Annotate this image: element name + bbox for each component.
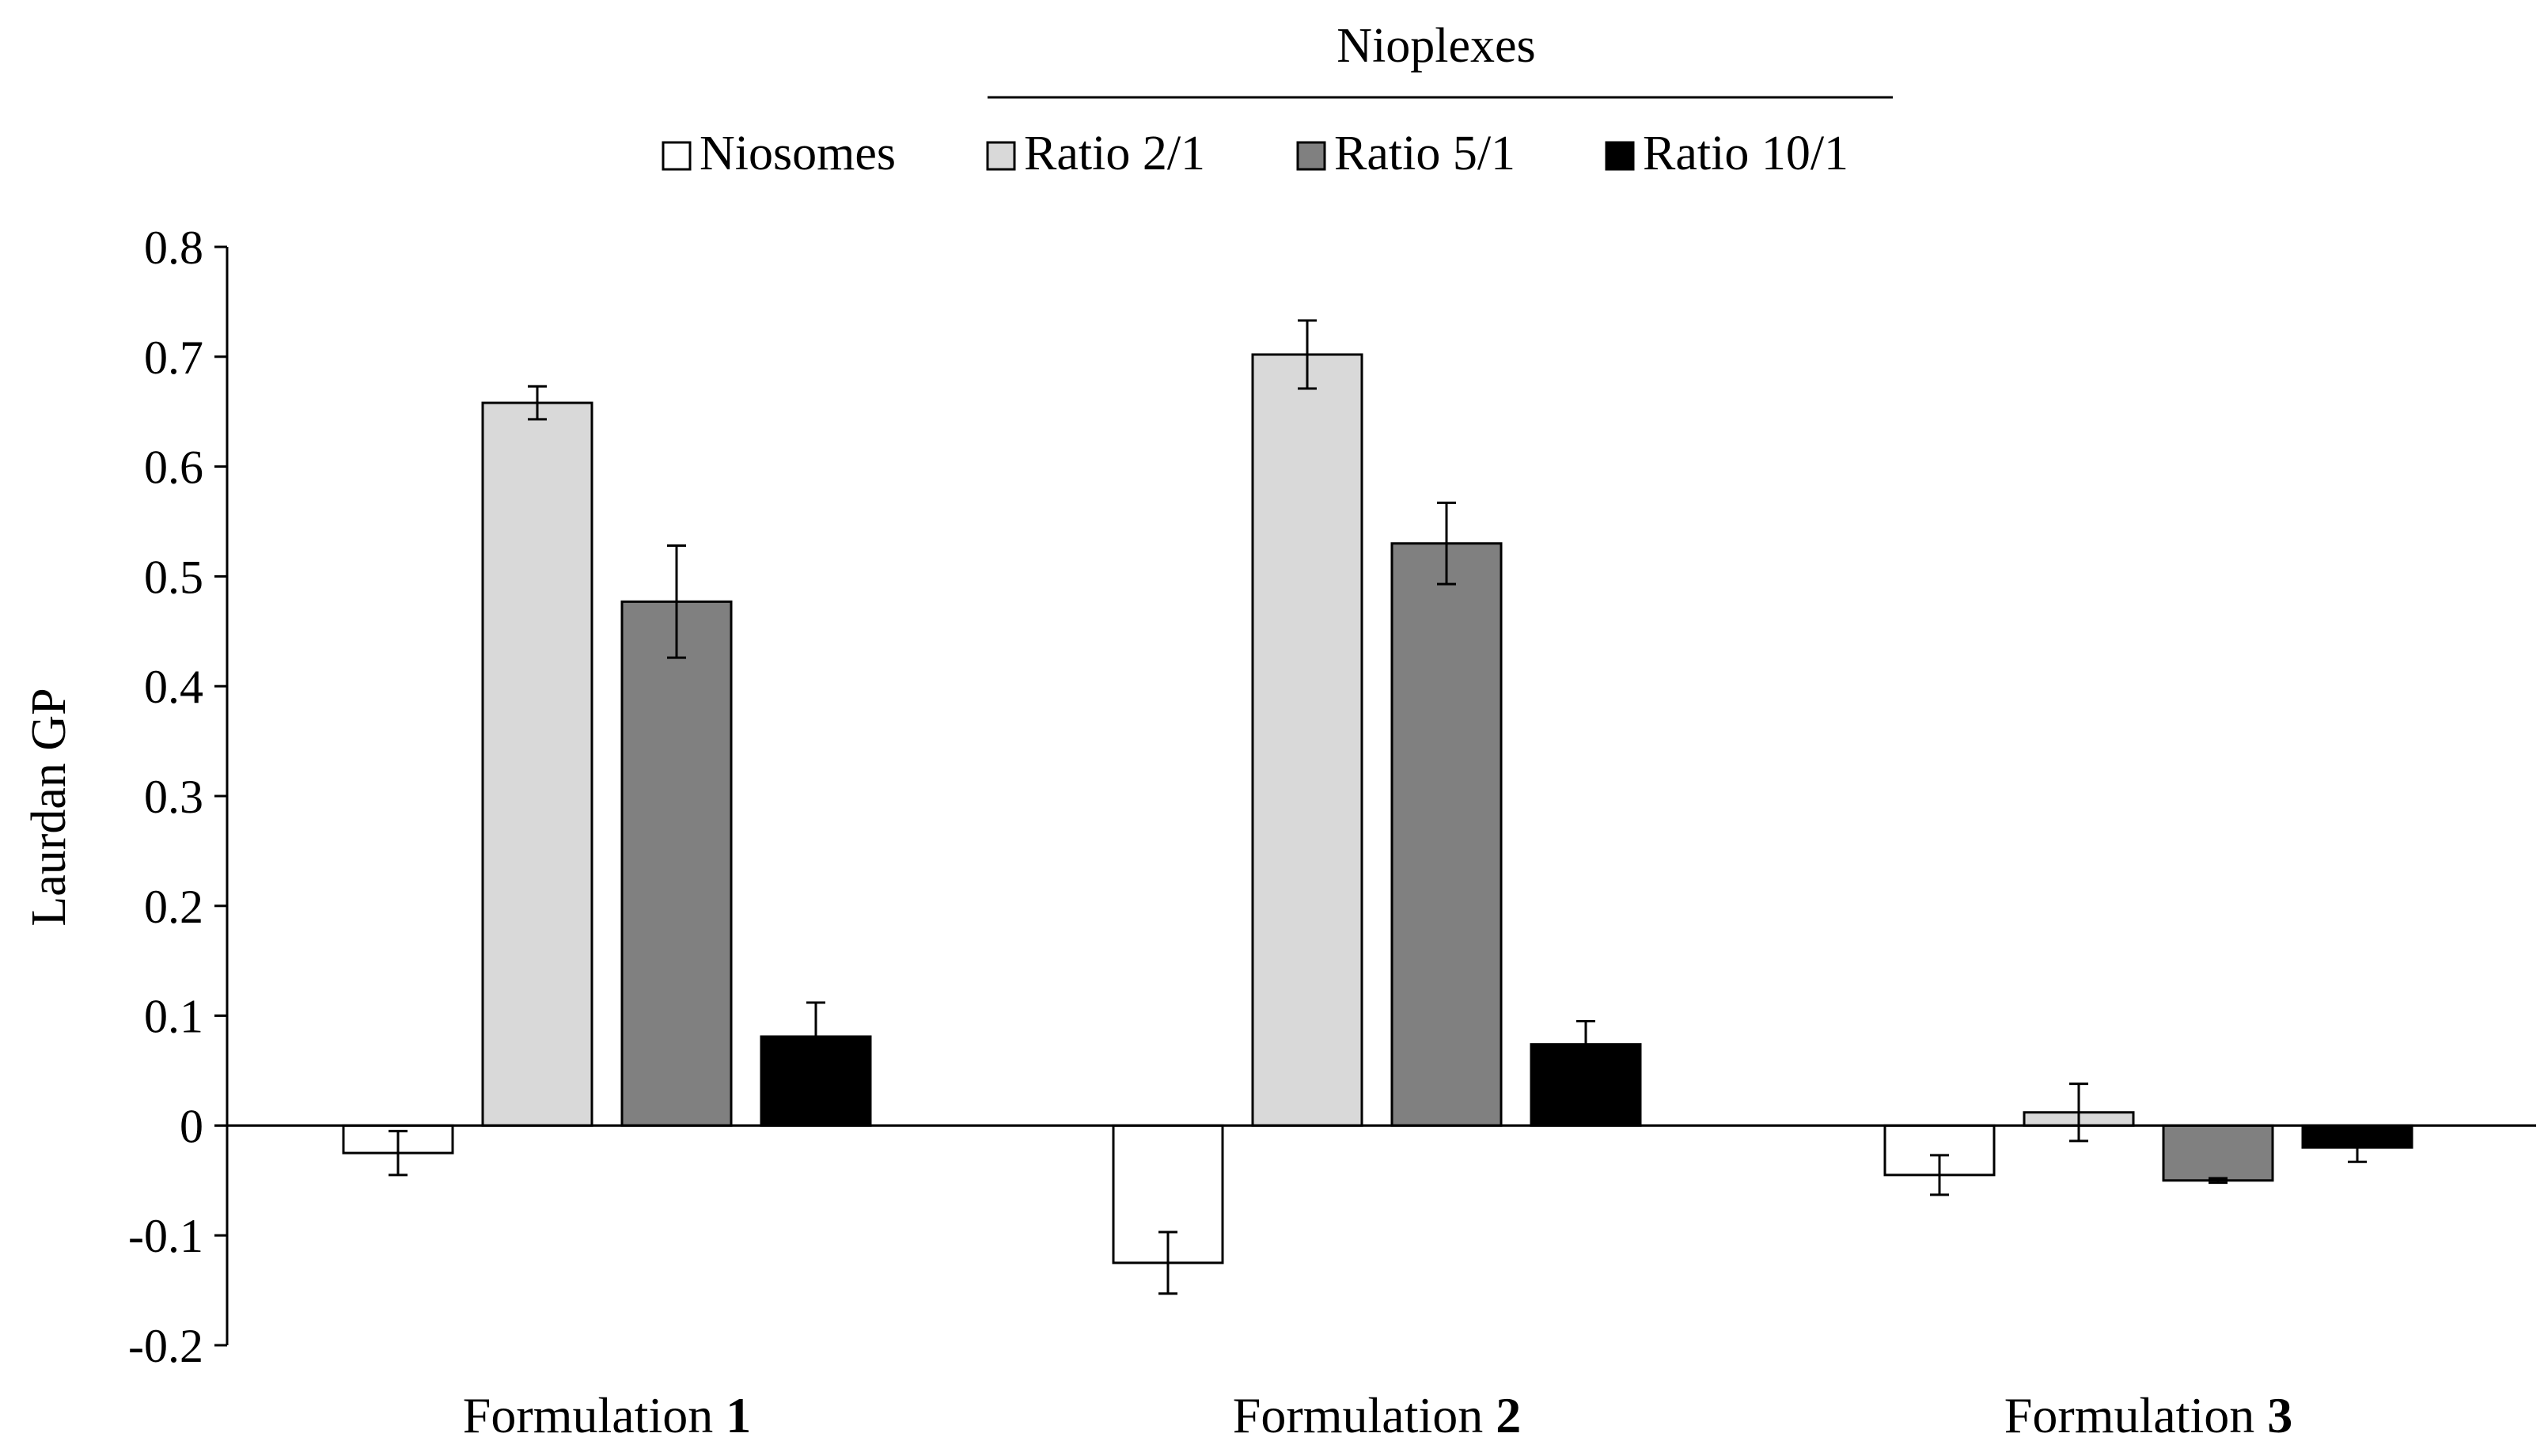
legend-swatch bbox=[1296, 141, 1326, 171]
bar-2-3 bbox=[1390, 542, 1503, 1127]
y-tick-label: 0.5 bbox=[144, 551, 203, 603]
y-tick-label: 0.6 bbox=[144, 442, 203, 494]
error-bar bbox=[1298, 319, 1317, 390]
legend-group-title: Nioplexes bbox=[1337, 19, 1535, 73]
category-label: Formulation 1 bbox=[463, 1387, 751, 1443]
legend-swatch bbox=[662, 141, 692, 171]
bar-3-3 bbox=[2162, 1124, 2274, 1182]
bar-1-2 bbox=[481, 401, 593, 1127]
error-bar bbox=[2348, 1132, 2367, 1163]
y-tick-label: 0.2 bbox=[144, 881, 203, 933]
y-tick-label: 0.4 bbox=[144, 661, 203, 713]
legend-label: Ratio 10/1 bbox=[1643, 127, 1848, 180]
error-bar bbox=[2069, 1083, 2088, 1143]
error-bar bbox=[2209, 1177, 2228, 1185]
legend: Nioplexes Niosomes Ratio 2/1 Ratio 5/1 Rati… bbox=[662, 19, 1893, 180]
error-bar bbox=[1437, 501, 1456, 586]
error-bar bbox=[667, 544, 686, 659]
legend-item: Ratio 10/1 bbox=[1605, 127, 1848, 180]
error-bar bbox=[1576, 1020, 1595, 1069]
legend-label: Ratio 5/1 bbox=[1334, 127, 1515, 180]
legend-item: Niosomes bbox=[662, 127, 896, 180]
legend-item: Ratio 2/1 bbox=[986, 127, 1205, 180]
bar-2-2 bbox=[1251, 353, 1363, 1127]
y-tick-label: 0.8 bbox=[144, 222, 203, 274]
legend-label: Niosomes bbox=[700, 127, 896, 180]
legend-item: Ratio 5/1 bbox=[1296, 127, 1515, 180]
y-tick-label: 0 bbox=[180, 1100, 203, 1152]
y-tick-label: -0.1 bbox=[128, 1210, 203, 1262]
legend-label: Ratio 2/1 bbox=[1024, 127, 1205, 180]
error-bar bbox=[806, 1001, 825, 1072]
error-bar bbox=[389, 1129, 408, 1177]
y-axis-label: Laurdan GP bbox=[22, 688, 76, 926]
legend-swatch bbox=[1605, 141, 1635, 171]
y-tick-label: 0.7 bbox=[144, 332, 203, 384]
y-tick-label: -0.2 bbox=[128, 1320, 203, 1372]
plot-area: 0.8 0.7 0.6 0.5 0.4 0.3 0.2 0.1 0 -0.1 -0.2 Formula… bbox=[128, 222, 2536, 1443]
error-bar bbox=[1158, 1230, 1177, 1295]
category-label: Formulation 3 bbox=[2004, 1387, 2292, 1443]
y-tick-label: 0.1 bbox=[144, 991, 203, 1043]
error-bar bbox=[1930, 1154, 1949, 1196]
y-tick-label: 0.3 bbox=[144, 771, 203, 823]
legend-swatch bbox=[986, 141, 1016, 171]
bar-1-3 bbox=[620, 600, 733, 1127]
error-bar bbox=[528, 385, 547, 421]
category-label: Formulation 2 bbox=[1233, 1387, 1521, 1443]
